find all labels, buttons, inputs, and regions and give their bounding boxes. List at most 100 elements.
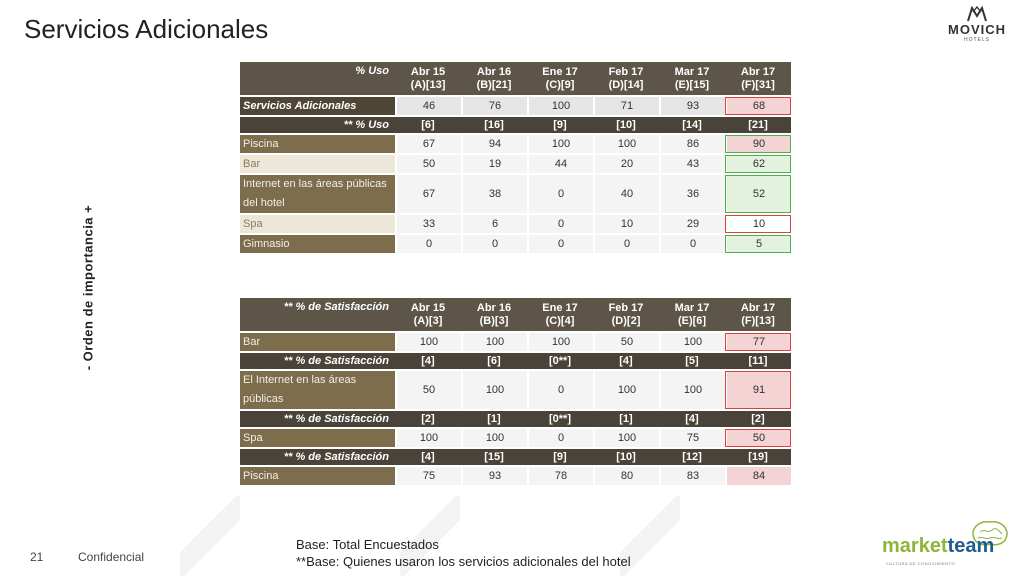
cell: [19]: [725, 449, 791, 465]
bg-stripe: [180, 496, 240, 576]
cell: 84: [725, 467, 791, 485]
movich-logo: MOVICH HOTELS: [942, 6, 1012, 46]
cell: [4]: [659, 411, 725, 427]
cell: 78: [527, 467, 593, 485]
cell: 77: [725, 333, 791, 351]
cell: [4]: [593, 353, 659, 369]
cell: [21]: [725, 117, 791, 133]
cell: [1]: [593, 411, 659, 427]
col-header: Abr 15 (A)[13]: [395, 62, 461, 95]
cell: 90: [725, 135, 791, 153]
row-label: ** % de Satisfacción: [240, 449, 395, 465]
cell: 0: [395, 235, 461, 253]
usage-table: % Uso Abr 15 (A)[13] Abr 16 (B)[21] Ene 17…: [240, 60, 791, 255]
base-line-1: Base: Total Encuestados: [296, 537, 439, 552]
row-label: Servicios Adicionales: [240, 97, 395, 115]
col-header: Abr 16 (B)[3]: [461, 298, 527, 331]
cell: 19: [461, 155, 527, 173]
cell: 68: [725, 97, 791, 115]
marketteam-logo: marketteam CULTURA DE CONOCIMIENTO: [882, 521, 1012, 568]
base-row: ** % de Satisfacción [4] [15] [9] [10] […: [240, 449, 791, 465]
cell: 100: [593, 429, 659, 447]
cell: 93: [461, 467, 527, 485]
row-label: Spa: [240, 215, 395, 233]
cell: 100: [461, 333, 527, 351]
cell: [0**]: [527, 411, 593, 427]
cell: [9]: [527, 117, 593, 133]
row-label: ** % de Satisfacción: [240, 353, 395, 369]
row-label: Gimnasio: [240, 235, 395, 253]
cell: [11]: [725, 353, 791, 369]
cell: 100: [527, 97, 593, 115]
cell: 52: [725, 175, 791, 213]
cell: 100: [659, 333, 725, 351]
satisfaction-table: ** % de Satisfacción Abr 15 (A)[3] Abr 16…: [240, 296, 791, 487]
cell: 0: [527, 429, 593, 447]
cell: 6: [461, 215, 527, 233]
table-row: Internet en las áreas públicas del hotel…: [240, 175, 791, 213]
table-row: Bar 100 100 100 50 100 77: [240, 333, 791, 351]
base-note: Base: Total Encuestados **Base: Quienes …: [296, 536, 631, 570]
movich-m-icon: [967, 6, 987, 22]
base-row: ** % Uso [6] [16] [9] [10] [14] [21]: [240, 117, 791, 133]
base-row: ** % de Satisfacción [4] [6] [0**] [4] […: [240, 353, 791, 369]
cell: 100: [527, 135, 593, 153]
cell: [1]: [461, 411, 527, 427]
col-header: Feb 17 (D)[14]: [593, 62, 659, 95]
cell: [0**]: [527, 353, 593, 369]
row-label: Bar: [240, 333, 395, 351]
col-header: Mar 17 (E)[6]: [659, 298, 725, 331]
cell: 0: [593, 235, 659, 253]
movich-sub: HOTELS: [963, 37, 990, 43]
table-row: Piscina 67 94 100 100 86 90: [240, 135, 791, 153]
cell: 75: [659, 429, 725, 447]
importance-axis-label: - Orden de importancia +: [78, 190, 98, 390]
row-label: Bar: [240, 155, 395, 173]
cell: [14]: [659, 117, 725, 133]
cell: 86: [659, 135, 725, 153]
cell: 75: [395, 467, 461, 485]
cell: 67: [395, 135, 461, 153]
cell: 10: [593, 215, 659, 233]
row-label: El Internet en las áreas públicas: [240, 371, 395, 409]
cell: 100: [395, 429, 461, 447]
cell: 0: [659, 235, 725, 253]
table-row: Gimnasio 0 0 0 0 0 5: [240, 235, 791, 253]
cell: 100: [461, 429, 527, 447]
satisfaction-header-label: ** % de Satisfacción: [240, 298, 395, 331]
cell: [16]: [461, 117, 527, 133]
cell: 0: [527, 235, 593, 253]
cell: 100: [593, 135, 659, 153]
cell: 80: [593, 467, 659, 485]
col-header: Ene 17 (C)[9]: [527, 62, 593, 95]
base-row: ** % de Satisfacción [2] [1] [0**] [1] […: [240, 411, 791, 427]
page-title: Servicios Adicionales: [24, 14, 269, 44]
cell: [10]: [593, 449, 659, 465]
cell: [4]: [395, 449, 461, 465]
col-header: Feb 17 (D)[2]: [593, 298, 659, 331]
row-label: ** % Uso: [240, 117, 395, 133]
table-row: Spa 33 6 0 10 29 10: [240, 215, 791, 233]
table-row: Piscina 75 93 78 80 83 84: [240, 467, 791, 485]
satisfaction-header-row: ** % de Satisfacción Abr 15 (A)[3] Abr 16…: [240, 298, 791, 331]
movich-brand: MOVICH: [948, 22, 1006, 37]
cell: 94: [461, 135, 527, 153]
cell: 71: [593, 97, 659, 115]
cell: 38: [461, 175, 527, 213]
cell: [12]: [659, 449, 725, 465]
cell: [6]: [461, 353, 527, 369]
table-row: Bar 50 19 44 20 43 62: [240, 155, 791, 173]
cell: 0: [527, 215, 593, 233]
cell: [4]: [395, 353, 461, 369]
cell: 100: [395, 333, 461, 351]
cell: 76: [461, 97, 527, 115]
cell: 67: [395, 175, 461, 213]
cell: 100: [593, 371, 659, 409]
bg-stripe: [620, 496, 680, 576]
confidential-label: Confidencial: [78, 550, 145, 564]
cell: [2]: [395, 411, 461, 427]
cell: 50: [725, 429, 791, 447]
cell: 0: [527, 371, 593, 409]
cell: 20: [593, 155, 659, 173]
col-header: Abr 17 (F)[13]: [725, 298, 791, 331]
